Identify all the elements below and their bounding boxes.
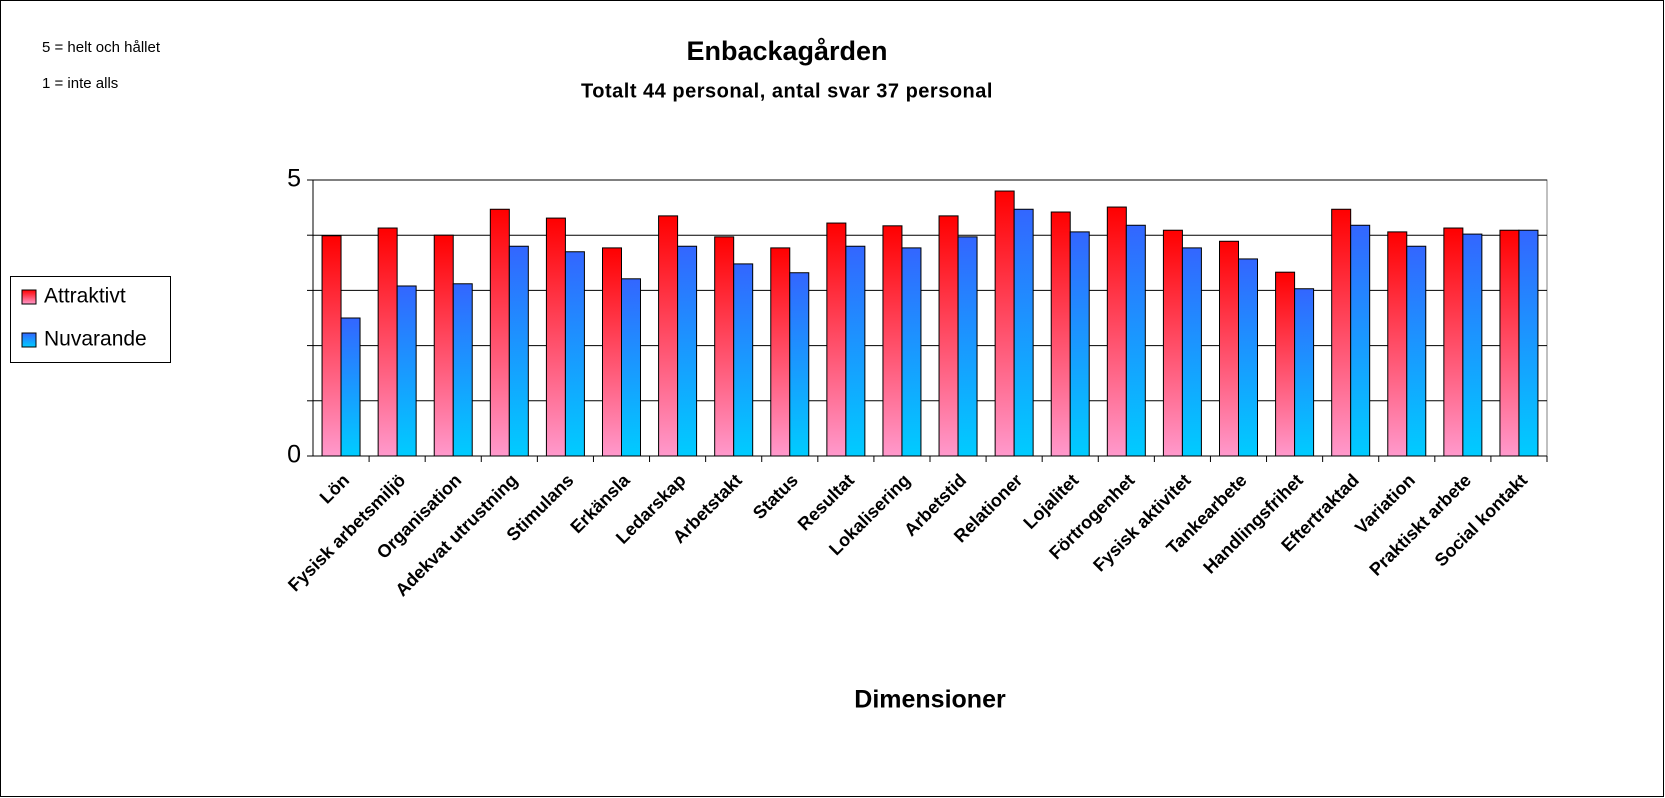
bar [1106,206,1127,457]
bar [957,236,978,457]
bar [714,236,735,457]
bar [377,227,398,457]
bar [1013,208,1034,457]
bar [1162,229,1183,457]
bar [1294,288,1315,457]
bar [677,245,698,457]
bar [1443,227,1464,457]
bar [1219,240,1239,457]
bar [340,317,361,457]
chart-title: Enbackagården [686,36,887,66]
legend-box [10,276,171,363]
bar [1406,245,1427,457]
bar [1275,271,1296,457]
note: 1 = inte alls [42,75,118,92]
bar [321,235,342,457]
bar [433,234,454,457]
bar [789,272,810,457]
bar [602,247,622,457]
legend-label: Nuvarande [44,328,147,351]
bar [564,251,585,457]
bar [770,247,791,457]
bar [396,285,417,457]
bar [489,208,510,457]
bar [1387,231,1408,457]
bar [845,245,866,457]
bar [1462,233,1483,457]
bar [938,215,959,457]
bar [901,247,922,457]
bar [508,245,529,457]
note: 5 = helt och hållet [42,39,161,56]
y-tick-label: 0 [287,441,301,469]
bar [452,283,473,457]
bar [733,263,754,457]
bar [1125,224,1146,457]
bar [545,217,566,457]
bar [658,215,679,457]
bar [826,222,847,457]
bar [882,225,903,457]
bar [994,190,1015,457]
bar [1181,247,1202,457]
bar [1050,211,1071,457]
legend-swatch [21,332,37,348]
bar [1499,229,1520,457]
legend-label: Attraktivt [44,285,126,308]
y-tick-label: 5 [287,165,301,193]
bar [1518,229,1539,457]
bar [1238,258,1258,457]
bar [1069,231,1090,457]
chart-subtitle: Totalt 44 personal, antal svar 37 person… [581,80,993,102]
bar [1331,208,1352,457]
legend-swatch [21,289,37,305]
bar [1350,224,1371,457]
bar [621,278,641,457]
x-axis-title: Dimensioner [854,686,1006,714]
